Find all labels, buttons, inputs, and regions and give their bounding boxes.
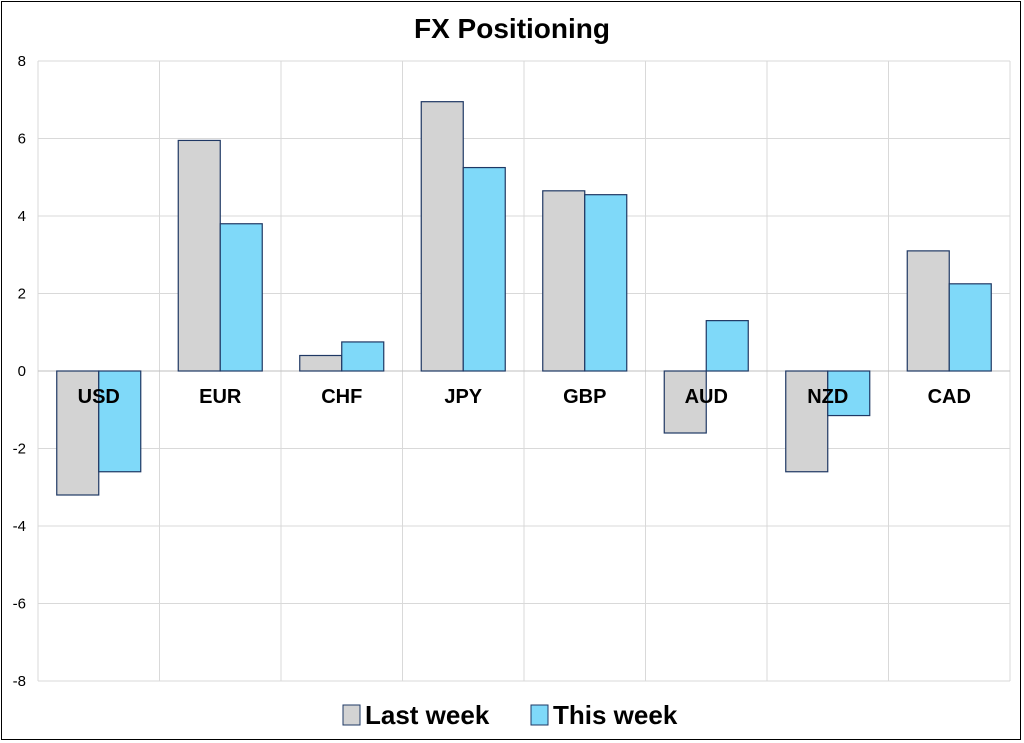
bar-this-week-eur [219,223,263,372]
category-label-chf: CHF [321,386,362,408]
category-label-nzd: NZD [807,386,848,408]
legend-label-this-week: This week [553,700,678,730]
gridlines [37,60,1011,682]
bar-last-week-gbp [542,190,586,372]
bar-this-week-nzd [827,370,871,417]
bar-this-week-usd [98,370,142,473]
category-label-eur: EUR [199,386,242,408]
y-tick-label: 0 [18,363,26,380]
bar-this-week-chf [341,341,385,372]
category-label-cad: CAD [928,386,971,408]
category-label-jpy: JPY [444,386,482,408]
bars [56,101,992,496]
bar-last-week-cad [906,250,950,372]
legend: Last week This week [342,700,678,730]
y-tick-label: 4 [18,208,26,225]
chart-title: FX Positioning [414,13,610,44]
bar-last-week-jpy [420,101,464,372]
category-label-usd: USD [78,386,120,408]
category-label-aud: AUD [685,386,728,408]
bar-last-week-chf [299,354,343,372]
y-tick-label: -8 [13,673,26,690]
y-tick-label: 6 [18,131,26,148]
category-label-gbp: GBP [563,386,606,408]
y-tick-label: 8 [18,53,26,70]
category-labels: USD EUR CHF JPY GBP AUD NZD CAD [78,386,971,408]
y-tick-label: 2 [18,286,26,303]
bar-this-week-gbp [584,194,628,372]
y-axis-ticks: 8 6 4 2 0 -2 -4 -6 -8 [13,53,26,690]
y-tick-label: -2 [13,441,26,458]
bar-last-week-aud [663,370,707,434]
bar-this-week-aud [705,320,749,372]
y-tick-label: -6 [13,596,26,613]
legend-label-last-week: Last week [365,700,490,730]
bar-last-week-eur [177,139,221,372]
legend-swatch-last-week [342,704,361,726]
legend-swatch-this-week [530,704,549,726]
bar-last-week-nzd [785,370,829,473]
bar-this-week-cad [948,283,992,372]
y-tick-label: -4 [13,518,26,535]
bar-last-week-usd [56,370,100,496]
bar-this-week-jpy [462,166,506,372]
